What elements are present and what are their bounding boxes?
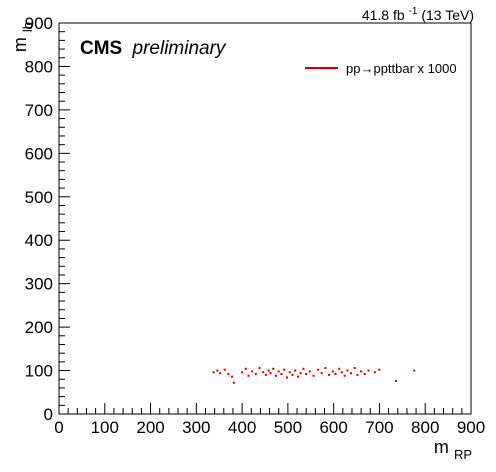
data-point: [378, 368, 381, 371]
data-point: [334, 373, 337, 376]
data-point: [280, 373, 283, 376]
y-tick-label: 600: [25, 144, 53, 163]
data-point: [356, 373, 359, 376]
y-tick-label: 200: [25, 318, 53, 337]
x-tick-label: 500: [274, 418, 302, 437]
data-point: [227, 373, 230, 376]
data-point: [338, 367, 341, 370]
data-point: [373, 371, 376, 374]
lumi-value: 41.8 fb: [362, 7, 405, 23]
data-point: [305, 373, 308, 376]
y-tick-label: 800: [25, 57, 53, 76]
data-point: [413, 369, 416, 372]
data-point: [346, 369, 349, 372]
plot-frame: [58, 22, 472, 415]
data-point: [254, 373, 257, 376]
data-point: [241, 371, 244, 374]
data-point: [258, 366, 261, 369]
data-point: [299, 372, 302, 375]
data-points: [212, 366, 416, 384]
y-tick-label: 700: [25, 101, 53, 120]
data-point: [219, 372, 222, 375]
data-point: [350, 372, 353, 375]
data-point: [320, 372, 323, 375]
data-point: [212, 371, 215, 374]
data-point: [232, 381, 235, 384]
data-point: [244, 367, 247, 370]
data-point: [231, 375, 234, 378]
x-tick-label: 800: [411, 418, 439, 437]
y-axis-label-sub: lb: [20, 22, 35, 32]
y-tick-label: 500: [25, 188, 53, 207]
x-tick-label: 900: [457, 418, 485, 437]
x-axis-label: m RP: [434, 437, 472, 462]
data-point: [302, 367, 305, 370]
y-axis: 0 100 200 300 400 500 600 700 800 900: [25, 14, 70, 424]
lumi-exponent: -1: [409, 6, 418, 17]
x-tick-label: 200: [136, 418, 164, 437]
lumi-energy: (13 TeV): [421, 7, 474, 23]
data-point: [296, 375, 299, 378]
x-axis-label-main: m: [434, 437, 449, 457]
data-point: [353, 366, 356, 369]
lumi-header: 41.8 fb -1 (13 TeV): [362, 1, 474, 23]
data-point: [317, 368, 320, 371]
data-point: [267, 369, 270, 372]
data-point: [331, 370, 334, 373]
data-point: [283, 368, 286, 371]
y-tick-label: 400: [25, 231, 53, 250]
data-point: [269, 372, 272, 375]
x-tick-label: 600: [319, 418, 347, 437]
x-axis: 0 100 200 300 400 500 600 700 800 900: [54, 403, 485, 437]
data-point: [308, 370, 311, 373]
data-point: [360, 370, 363, 373]
data-point: [247, 374, 250, 377]
data-point: [288, 371, 291, 374]
data-point: [294, 369, 297, 372]
y-tick-label: 300: [25, 275, 53, 294]
data-point: [216, 369, 219, 372]
data-point: [394, 379, 397, 382]
legend-label: pp→ppttbar x 1000: [346, 61, 457, 76]
cms-sublabel: preliminary: [132, 38, 227, 59]
x-axis-label-sub: RP: [454, 447, 472, 462]
y-tick-label: 900: [25, 14, 53, 33]
data-point: [324, 366, 327, 369]
x-tick-label: 400: [228, 418, 256, 437]
data-point: [277, 370, 280, 373]
y-tick-label: 100: [25, 362, 53, 381]
data-point: [272, 367, 275, 370]
data-point: [343, 374, 346, 377]
data-point: [223, 368, 226, 371]
x-tick-label: 700: [365, 418, 393, 437]
legend: pp→ppttbar x 1000: [305, 61, 457, 76]
data-point: [312, 374, 315, 377]
data-point: [340, 371, 343, 374]
y-axis-label: m lb: [10, 22, 35, 52]
x-tick-label: 300: [182, 418, 210, 437]
y-tick-label: 0: [44, 405, 53, 424]
data-point: [251, 370, 254, 373]
data-point: [367, 369, 370, 372]
x-tick-label: 100: [91, 418, 119, 437]
data-point: [328, 373, 331, 376]
data-point: [262, 371, 265, 374]
data-point: [363, 373, 366, 376]
data-point: [285, 376, 288, 379]
x-tick-label: 0: [54, 418, 63, 437]
data-point: [274, 374, 277, 377]
cms-label-group: CMS preliminary: [80, 38, 227, 59]
cms-label: CMS: [80, 38, 122, 59]
y-axis-label-main: m: [10, 37, 30, 52]
data-point: [291, 373, 294, 376]
data-point: [264, 373, 267, 376]
